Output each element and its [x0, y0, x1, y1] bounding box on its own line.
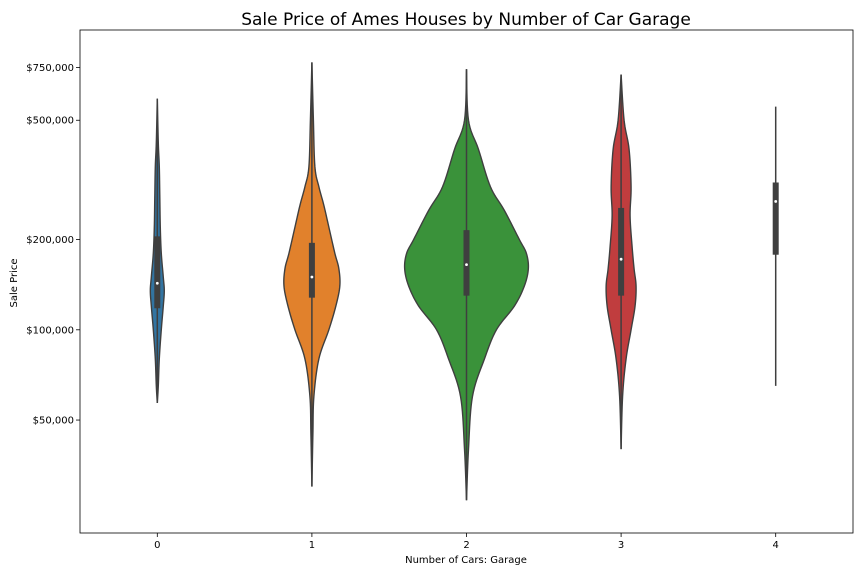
y-tick-label-2: $200,000	[26, 235, 74, 246]
iqr-box-1	[308, 242, 315, 298]
y-tick-label-1: $100,000	[26, 325, 74, 336]
median-point-4	[774, 200, 778, 203]
x-tick-label-2: 2	[463, 540, 469, 551]
violin-1	[283, 62, 341, 487]
x-tick-label-3: 3	[618, 540, 624, 551]
iqr-box-0	[154, 236, 161, 309]
x-tick-label-1: 1	[309, 540, 315, 551]
violins-layer	[149, 62, 779, 501]
x-axis: 0 1 2 3 4	[154, 533, 779, 551]
x-tick-label-4: 4	[773, 540, 779, 551]
violin-2	[403, 69, 530, 501]
violin-0	[149, 98, 165, 404]
median-point-2	[465, 263, 468, 266]
y-axis-label: Sale Price	[9, 259, 20, 308]
y-tick-label-4: $750,000	[26, 63, 74, 74]
iqr-box-4	[772, 182, 779, 255]
median-point-0	[155, 281, 159, 285]
iqr-box-3	[618, 207, 625, 296]
y-axis: $50,000 $100,000 $200,000 $500,000 $750,000	[26, 63, 80, 427]
x-tick-label-0: 0	[154, 540, 160, 551]
y-tick-label-3: $500,000	[26, 116, 74, 127]
violin-4	[772, 106, 779, 386]
x-axis-label: Number of Cars: Garage	[405, 555, 527, 566]
violin-3	[605, 74, 637, 450]
iqr-box-2	[463, 230, 470, 296]
y-tick-label-0: $50,000	[33, 416, 74, 427]
median-point-3	[619, 257, 623, 261]
chart-title: Sale Price of Ames Houses by Number of C…	[241, 10, 691, 30]
median-point-1	[310, 275, 314, 279]
